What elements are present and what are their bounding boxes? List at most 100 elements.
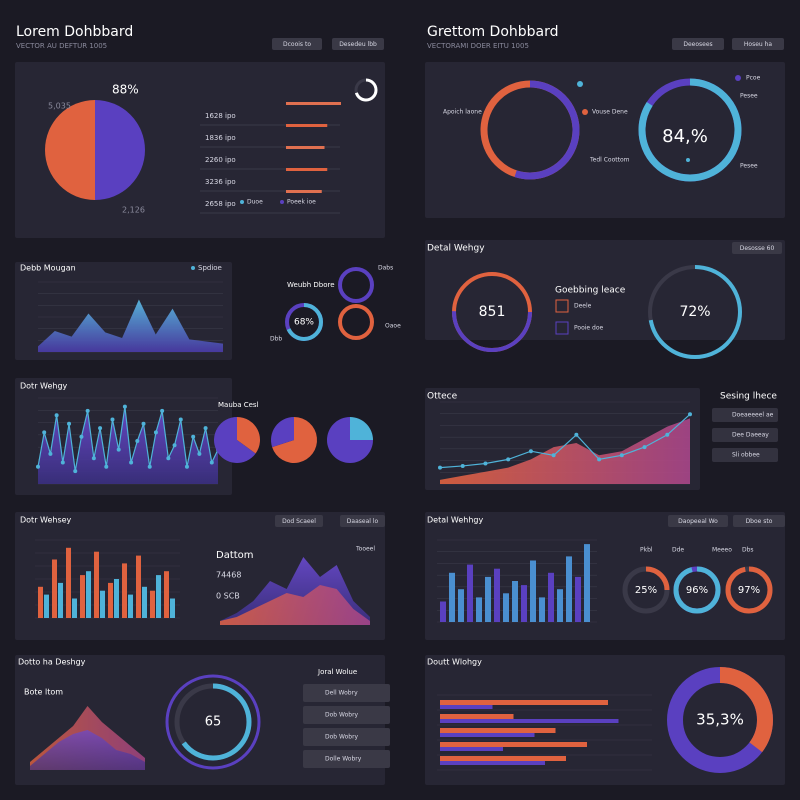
row-bar [286,124,328,127]
label: Detal Wehhgy [427,516,483,525]
pie-slice [237,417,261,454]
button[interactable] [332,38,384,50]
label: 5,035 [48,102,71,111]
label: Bote ltom [24,688,63,697]
row-bar [286,190,322,193]
bar [449,572,455,622]
hbar [440,756,566,761]
list-item[interactable] [303,684,390,702]
label: 2,126 [122,206,145,215]
bar [94,551,99,618]
bar [575,576,581,622]
button-label: Dod Scaeel [282,518,316,525]
hbar [440,714,514,719]
button[interactable] [732,242,782,254]
button[interactable] [275,515,323,527]
line-dot [209,460,214,465]
ring-arc [622,566,670,614]
bar [44,594,49,618]
bar [566,556,572,622]
label: 88% [112,83,139,97]
button-label: Desedeu lbb [339,41,377,48]
list-item[interactable] [712,448,778,462]
ring-arc [725,566,773,614]
button[interactable] [340,515,385,527]
line-dot [665,432,670,437]
label: Debb Mougan [20,264,76,273]
bar [122,563,127,618]
line-dot [460,463,465,468]
button[interactable] [668,515,728,527]
ring-deco [338,304,374,340]
button-label: Dcoois to [283,41,311,48]
bar [52,559,57,618]
line-dot [203,426,208,431]
label: 74468 [216,571,241,580]
line-dot [172,443,177,448]
button[interactable] [272,38,322,50]
button[interactable] [733,515,785,527]
label: Goebbing leace [555,286,626,296]
list-item[interactable] [303,706,390,724]
label: Dbs [742,547,754,554]
label: 35,3% [696,711,744,729]
label: Dell Wobry [325,690,358,697]
line-dot [42,430,47,435]
label: Sli obbee [732,452,760,459]
list-item[interactable] [303,750,390,768]
button[interactable] [732,38,784,50]
legend-dot [280,200,284,204]
bar [485,576,491,622]
label: 1628 ipo [205,112,236,120]
label: Detal Wehgy [427,244,485,254]
line-dot [60,460,65,465]
list-item[interactable] [712,428,778,442]
line-dot [153,430,158,435]
line-dot [67,421,72,426]
legend-dot [240,200,244,204]
label: Pkbl [640,547,653,554]
line-dot [91,456,96,461]
row-bar [286,102,341,105]
label: Tooeel [355,546,375,553]
hbar [440,747,503,751]
line-dot [574,432,579,437]
label: Pesee [740,93,758,100]
list-item[interactable] [712,408,778,422]
title: Grettom Dohbbard [427,24,559,40]
label: 3236 ipo [205,178,236,186]
panel [425,62,785,218]
bar [476,597,482,622]
label: Sesing lhece [720,392,777,402]
label: Weubh Dbore [287,281,335,289]
area [220,585,370,625]
ring-arc [638,78,742,182]
area [38,406,218,484]
label: Dattom [216,550,254,561]
ring-arc [648,265,742,359]
subtitle: VECTOR AU DEFTUR 1005 [16,42,107,50]
button[interactable] [672,38,724,50]
bar [128,594,133,618]
label: 96% [686,585,708,596]
pie-slice [350,417,373,440]
ring-arc [285,303,323,341]
area [440,418,690,484]
bar [557,589,563,622]
label: 2260 ipo [205,156,236,164]
hbar [440,728,556,733]
bar [467,564,473,622]
line-dot [54,413,59,418]
button-label: Dboe sto [746,518,773,525]
ring-arc [673,566,721,614]
list-item[interactable] [303,728,390,746]
button-label: Hoseu ha [744,41,773,48]
line-dot [597,457,602,462]
label: 65 [205,715,222,730]
line-dot [36,464,40,469]
hbar [440,700,608,705]
ring-deco [452,272,532,352]
pie-slice [214,417,256,463]
line-dot [619,453,624,458]
